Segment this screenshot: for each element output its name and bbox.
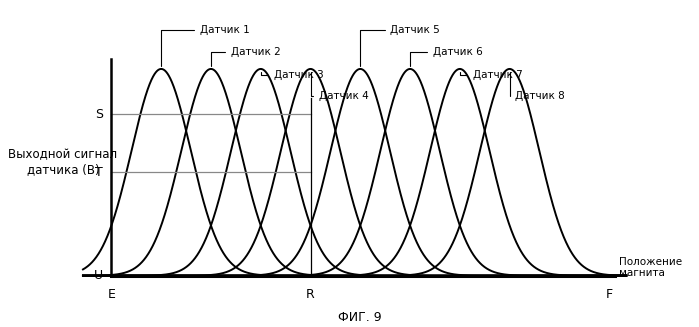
Text: Выходной сигнал
датчика (В): Выходной сигнал датчика (В)	[8, 148, 117, 176]
Text: Датчик 8: Датчик 8	[510, 72, 565, 101]
Text: F: F	[605, 288, 613, 301]
Text: S: S	[95, 108, 103, 121]
Text: Датчик 1: Датчик 1	[161, 25, 250, 66]
Text: Датчик 5: Датчик 5	[360, 25, 440, 66]
Text: Датчик 3: Датчик 3	[261, 70, 323, 80]
Text: Датчик 6: Датчик 6	[410, 47, 482, 66]
Text: Положение
магнита: Положение магнита	[619, 257, 682, 278]
Text: ФИГ. 9: ФИГ. 9	[338, 311, 382, 324]
Text: E: E	[108, 288, 115, 301]
Text: R: R	[306, 288, 315, 301]
Text: T: T	[95, 166, 103, 179]
Text: Датчик 4: Датчик 4	[310, 72, 369, 101]
Text: U: U	[94, 269, 103, 282]
Text: Датчик 2: Датчик 2	[211, 47, 280, 66]
Text: Датчик 7: Датчик 7	[460, 70, 522, 80]
